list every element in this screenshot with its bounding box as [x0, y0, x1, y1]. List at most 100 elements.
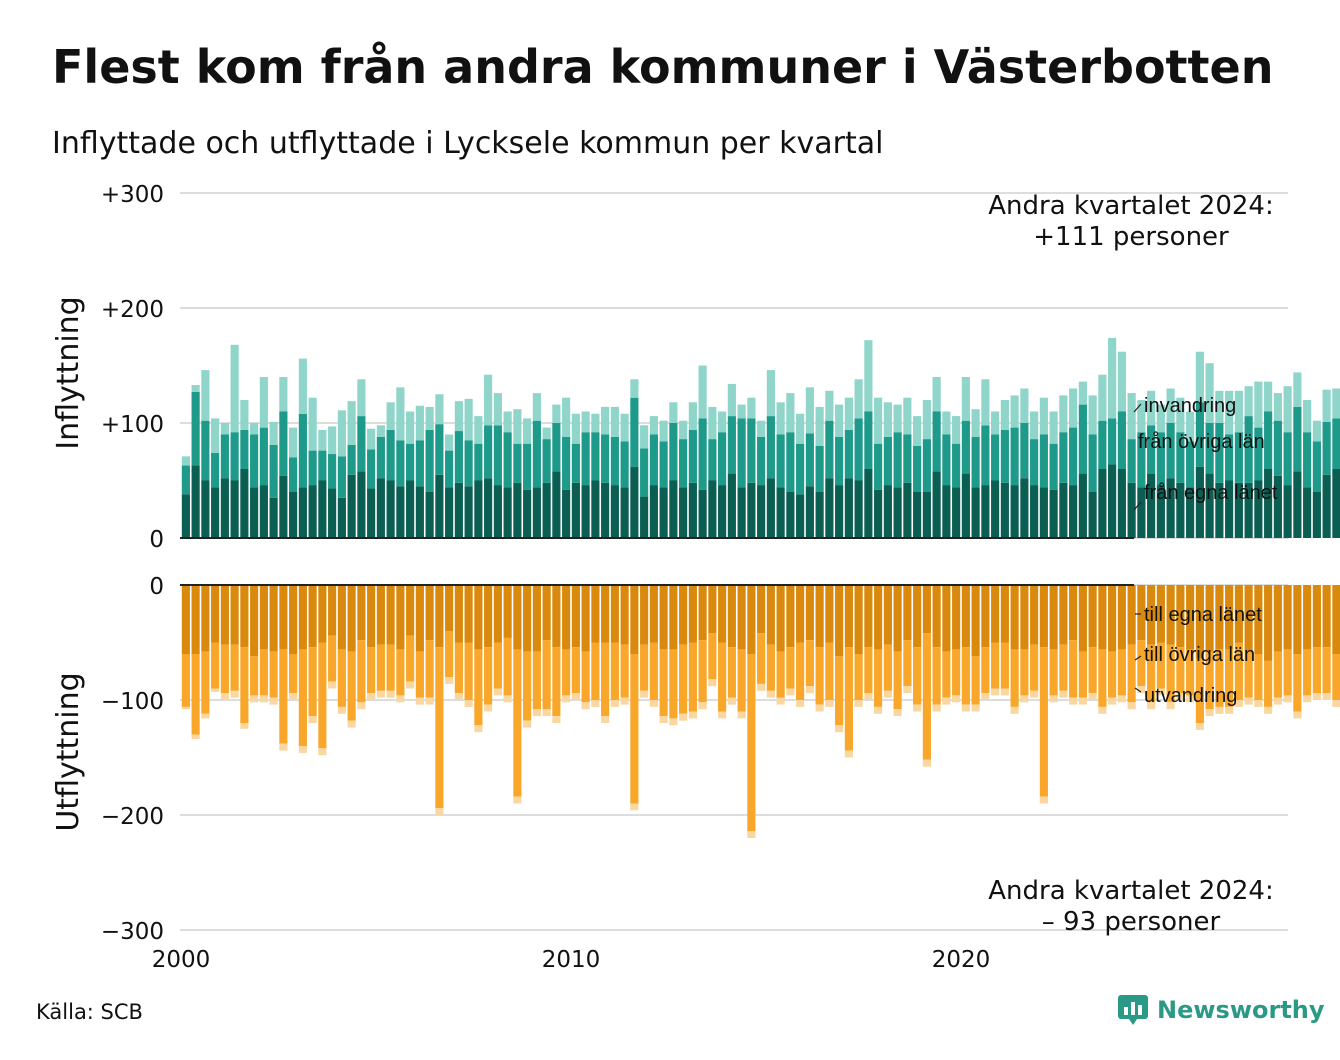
outflow-bar-intl — [1273, 697, 1282, 705]
outflow-bar-own — [659, 585, 668, 650]
y-tick-label: −300 — [101, 919, 164, 945]
inflow-bar-intl — [688, 402, 697, 430]
inflow-bar-other — [659, 441, 668, 488]
outflow-bar-own — [854, 585, 863, 654]
brand-logo[interactable]: Newsworthy — [1117, 994, 1325, 1026]
outflow-bar-own — [1322, 585, 1331, 648]
inflow-bar-own — [1186, 487, 1195, 538]
inflow-bar-intl — [1186, 411, 1195, 442]
outflow-bar-other — [688, 642, 697, 712]
outflow-bar-other — [961, 647, 970, 705]
inflow-bar-intl — [942, 411, 951, 435]
outflow-bar-other — [1098, 649, 1107, 707]
inflow-bar-intl — [503, 411, 512, 433]
annotation-top-line: +111 personer — [1033, 222, 1229, 252]
outflow-bar-intl — [484, 704, 493, 712]
inflow-bar-other — [484, 425, 493, 479]
inflow-bar-own — [581, 485, 590, 538]
outflow-bar-other — [893, 651, 902, 710]
outflow-bar-own — [220, 585, 229, 645]
inflow-bar-intl — [328, 426, 337, 455]
outflow-bar-own — [991, 585, 1000, 643]
outflow-bar-other — [786, 647, 795, 689]
outflow-bar-own — [484, 585, 493, 648]
outflow-bar-other — [1332, 654, 1340, 700]
inflow-bar-intl — [776, 402, 785, 435]
legend-label-inflow: från övriga län — [1138, 431, 1265, 453]
outflow-bar-intl — [640, 690, 649, 698]
inflow-bar-own — [337, 497, 346, 538]
outflow-bar-intl — [942, 697, 951, 705]
inflow-bar-intl — [532, 393, 541, 421]
outflow-bar-own — [1000, 585, 1009, 643]
inflow-bar-intl — [659, 420, 668, 442]
outflow-bar-own — [1283, 585, 1292, 650]
inflow-bar-other — [1117, 411, 1126, 469]
outflow-bar-own — [474, 585, 483, 650]
outflow-bar-other — [796, 642, 805, 700]
legend-label-outflow: till övriga län — [1144, 644, 1255, 666]
outflow-bar-own — [367, 585, 376, 648]
outflow-bar-other — [1127, 644, 1136, 703]
inflow-bar-own — [1127, 482, 1136, 538]
outflow-bar-intl — [1020, 695, 1029, 703]
outflow-bar-own — [425, 585, 434, 641]
outflow-bar-intl — [581, 702, 590, 710]
outflow-bar-own — [493, 585, 502, 643]
outflow-bar-own — [913, 585, 922, 648]
outflow-bar-intl — [367, 693, 376, 700]
outflow-bar-own — [289, 585, 298, 654]
outflow-bar-intl — [1000, 688, 1009, 696]
outflow-bar-other — [971, 656, 980, 705]
inflow-bar-other — [1059, 432, 1068, 483]
inflow-bar-own — [815, 492, 824, 538]
annotations: Andra kvartalet 2024:+111 personerAndra … — [988, 191, 1273, 937]
inflow-bar-other — [1108, 418, 1117, 465]
inflow-bars — [181, 337, 1340, 538]
inflow-bar-other — [562, 436, 571, 490]
outflow-bar-own — [250, 585, 259, 657]
outflow-bar-own — [1147, 585, 1156, 645]
outflow-bar-intl — [240, 723, 249, 729]
outflow-bar-other — [1264, 660, 1273, 707]
outflow-bar-intl — [630, 803, 639, 811]
inflow-bar-own — [1254, 480, 1263, 538]
outflow-bar-own — [279, 585, 288, 650]
outflow-bar-intl — [201, 713, 210, 719]
inflow-bar-own — [425, 492, 434, 538]
inflow-bar-intl — [786, 393, 795, 433]
inflow-bar-other — [532, 420, 541, 488]
inflow-bar-own — [1293, 471, 1302, 538]
outflow-bar-own — [1264, 585, 1273, 661]
inflow-bar-own — [796, 494, 805, 538]
inflow-bar-own — [844, 478, 853, 538]
outflow-bar-own — [961, 585, 970, 648]
outflow-bar-other — [805, 640, 814, 687]
inflow-bar-intl — [757, 420, 766, 437]
outflow-bar-intl — [718, 711, 727, 719]
inflow-bar-own — [952, 487, 961, 538]
inflow-bar-own — [805, 486, 814, 538]
outflow-bar-intl — [649, 700, 658, 707]
inflow-bar-other — [1147, 425, 1156, 474]
outflow-bar-intl — [191, 734, 200, 740]
inflow-bar-intl — [854, 379, 863, 419]
outflow-bar-own — [532, 585, 541, 652]
inflow-bar-own — [981, 485, 990, 538]
inflow-bar-other — [1020, 423, 1029, 479]
inflow-bar-own — [542, 482, 551, 538]
outflow-bar-own — [386, 585, 395, 645]
outflow-bar-other — [1010, 649, 1019, 707]
inflow-bar-other — [1137, 432, 1146, 488]
outflow-bar-other — [1117, 649, 1126, 696]
outflow-bar-intl — [376, 690, 385, 698]
outflow-bar-own — [1166, 585, 1175, 645]
inflow-bar-intl — [991, 411, 1000, 435]
outflow-bar-other — [523, 651, 532, 721]
inflow-bar-intl — [425, 406, 434, 430]
outflow-bar-other — [376, 644, 385, 691]
outflow-bar-intl — [1030, 690, 1039, 698]
outflow-bar-own — [1069, 585, 1078, 641]
inflow-bar-other — [903, 434, 912, 483]
outflow-bar-own — [445, 585, 454, 631]
